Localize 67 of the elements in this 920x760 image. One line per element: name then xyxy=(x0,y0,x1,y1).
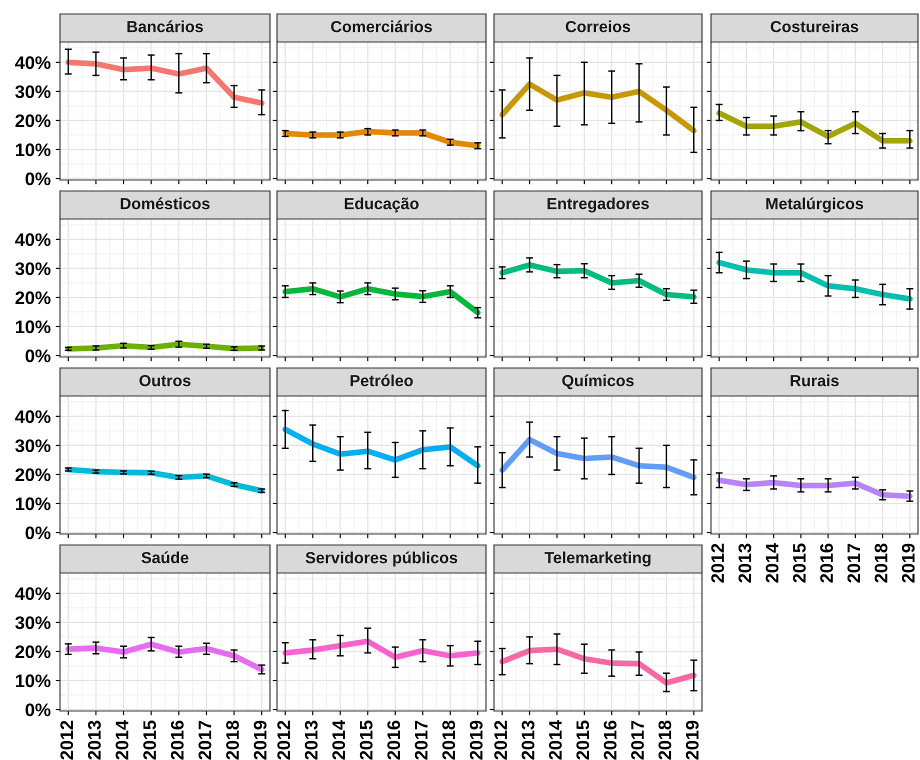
x-tick-label: 2018 xyxy=(874,544,888,583)
chart-title: Telemarketing xyxy=(544,552,650,566)
x-tick-label: 2015 xyxy=(792,544,806,583)
y-tick-label: 40% xyxy=(15,410,50,424)
y-tick-label: 40% xyxy=(15,56,50,70)
y-tick-label: 20% xyxy=(15,468,50,482)
x-tick-label: 2013 xyxy=(304,720,318,760)
chart-title: Saúde xyxy=(141,551,188,564)
chart-title: Metalúrgicos xyxy=(766,197,864,213)
x-tick-label: 2012 xyxy=(277,720,290,760)
x-tick-label: 2014 xyxy=(549,720,562,760)
y-tick-label: 20% xyxy=(15,645,50,658)
x-tick-label: 2014 xyxy=(116,720,128,760)
x-tick-label: 2012 xyxy=(60,720,74,760)
y-tick-label: 10% xyxy=(16,674,50,688)
chart-title: Domésticos xyxy=(120,197,210,210)
y-tick-label: 30% xyxy=(15,616,50,630)
y-tick-label: 30% xyxy=(15,439,50,452)
x-tick-label: 2015 xyxy=(143,720,156,760)
x-tick-label: 2015 xyxy=(576,720,590,760)
x-tick-label: 2019 xyxy=(902,544,915,583)
y-tick-label: 20% xyxy=(15,114,50,128)
y-tick-label: 0% xyxy=(26,349,50,362)
y-tick-label: 10% xyxy=(16,320,50,334)
y-tick-label: 30% xyxy=(15,262,50,276)
chart-title: Bancários xyxy=(127,20,203,32)
chart-title: Petróleo xyxy=(350,374,413,386)
chart-title: Comerciários xyxy=(331,20,432,32)
chart-title: Educação xyxy=(344,198,419,212)
x-tick-label: 2014 xyxy=(332,720,346,760)
chart-title: Químicos xyxy=(562,374,634,390)
chart-title: Entregadores xyxy=(548,198,649,212)
chart-title: Rurais xyxy=(790,374,839,386)
x-tick-label: 2019 xyxy=(686,720,699,760)
y-tick-label: 10% xyxy=(16,497,50,510)
chart-title: Correios xyxy=(566,20,630,32)
x-tick-label: 2018 xyxy=(658,720,672,760)
x-tick-label: 2013 xyxy=(88,720,101,760)
x-tick-label: 2016 xyxy=(604,720,617,760)
y-tick-label: 0% xyxy=(26,526,50,540)
x-tick-label: 2015 xyxy=(360,720,373,760)
y-tick-label: 0% xyxy=(26,703,50,716)
x-tick-label: 2012 xyxy=(494,720,508,760)
chart-title: Servidores públicos xyxy=(306,551,458,567)
x-tick-label: 2018 xyxy=(442,720,456,760)
y-tick-label: 20% xyxy=(15,291,50,304)
x-tick-label: 2016 xyxy=(820,544,833,583)
y-tick-label: 0% xyxy=(26,172,50,186)
x-tick-label: 2019 xyxy=(254,720,267,760)
x-tick-label: 2016 xyxy=(170,720,184,760)
x-tick-label: 2017 xyxy=(631,720,644,760)
x-tick-label: 2017 xyxy=(847,544,860,583)
x-tick-label: 2014 xyxy=(766,543,778,583)
chart-title: Costureiras xyxy=(770,20,858,32)
x-tick-label: 2017 xyxy=(198,720,212,760)
x-tick-label: 2013 xyxy=(738,544,752,583)
y-tick-label: 40% xyxy=(15,233,50,246)
x-tick-label: 2016 xyxy=(387,720,400,760)
y-tick-label: 10% xyxy=(16,143,50,156)
y-tick-label: 30% xyxy=(15,85,50,98)
x-tick-label: 2013 xyxy=(522,720,534,760)
x-tick-label: 2019 xyxy=(470,720,483,760)
chart-title: Outros xyxy=(139,374,191,386)
y-tick-label: 40% xyxy=(15,587,50,600)
x-tick-label: 2018 xyxy=(226,720,239,760)
x-tick-label: 2017 xyxy=(414,720,428,760)
x-tick-label: 2012 xyxy=(711,544,724,583)
